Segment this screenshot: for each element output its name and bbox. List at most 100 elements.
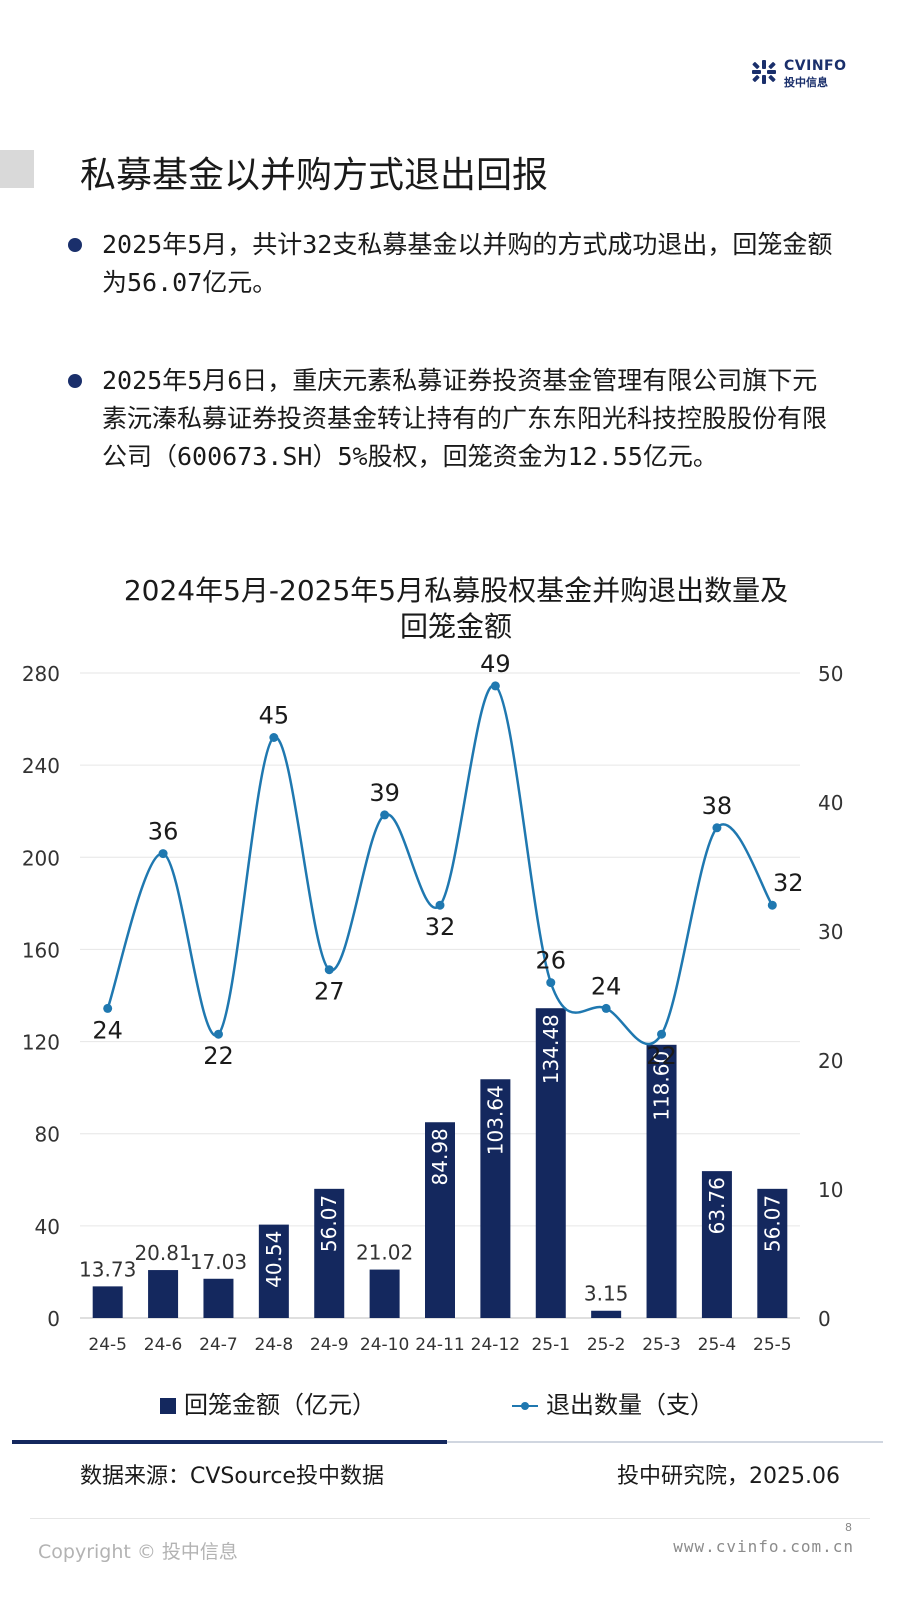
y-right-tick-label: 10 xyxy=(818,1178,843,1202)
y-right-tick-label: 20 xyxy=(818,1049,843,1073)
line-data-label: 32 xyxy=(773,869,804,897)
y-left-tick-label: 240 xyxy=(22,754,60,778)
bar-data-label: 56.07 xyxy=(760,1195,784,1252)
logo-text-bottom: 投中信息 xyxy=(784,76,828,89)
y-left-tick-label: 80 xyxy=(35,1123,60,1147)
bar xyxy=(591,1310,622,1318)
line-point xyxy=(657,1029,667,1039)
bar-data-label: 103.64 xyxy=(483,1085,507,1155)
legend-label-bar: 回笼金额（亿元） xyxy=(184,1391,376,1419)
footer-divider xyxy=(30,1518,870,1519)
bar xyxy=(203,1278,234,1318)
bar xyxy=(480,1079,511,1318)
x-tick-label: 25-5 xyxy=(753,1335,792,1350)
bullet-dot-icon xyxy=(68,238,82,252)
x-tick-label: 25-3 xyxy=(642,1335,681,1350)
bar xyxy=(425,1122,455,1318)
line-point xyxy=(158,849,168,859)
brand-logo: CVINFO 投中信息 xyxy=(750,56,870,90)
x-axis: 24-5 24-6 24-7 24-8 24-9 24-10 24-11 24-12 25-1 2… xyxy=(88,1335,792,1355)
line-point xyxy=(380,810,390,820)
line-point xyxy=(601,1003,611,1013)
line-data-label: 39 xyxy=(369,779,400,807)
x-tick-label: 25-1 xyxy=(531,1335,570,1350)
bar-data-label: 63.76 xyxy=(705,1177,729,1234)
x-tick-label: 24-11 xyxy=(415,1335,464,1350)
bar xyxy=(646,1044,677,1318)
line-point xyxy=(324,965,334,975)
x-tick-label: 24-10 xyxy=(360,1335,409,1350)
line-data-label: 22 xyxy=(203,1042,234,1070)
page-title: 私募基金以并购方式退出回报 xyxy=(80,155,549,196)
line-data-label: 24 xyxy=(92,1016,123,1044)
bar-data-label: 40.54 xyxy=(262,1231,286,1288)
x-tick-label: 24-6 xyxy=(144,1335,183,1350)
y-axis-left: 0 40 80 120 160 200 240 280 xyxy=(22,662,60,1331)
y-left-tick-label: 0 xyxy=(47,1307,60,1331)
bar-data-label: 134.48 xyxy=(539,1014,563,1084)
bar-data-label: 118.60 xyxy=(650,1051,674,1121)
line-data-label: 38 xyxy=(702,792,733,820)
line-point xyxy=(767,900,777,910)
bullet-dot-icon xyxy=(68,374,82,388)
x-tick-label: 24-8 xyxy=(255,1335,294,1350)
line-point xyxy=(712,823,722,833)
x-tick-label: 25-4 xyxy=(698,1335,737,1350)
y-right-tick-label: 40 xyxy=(818,791,843,815)
bar xyxy=(314,1188,345,1318)
line-data-label: 22 xyxy=(646,1042,677,1070)
y-axis-right: 0 10 20 30 40 50 xyxy=(818,662,843,1331)
bar-data-label: 84.98 xyxy=(428,1128,452,1185)
line-data-label: 49 xyxy=(480,650,511,678)
logo-text-top: CVINFO xyxy=(784,58,847,74)
website-link[interactable]: www.cvinfo.com.cn xyxy=(673,1537,854,1556)
line-data-label: 26 xyxy=(535,947,566,975)
bar xyxy=(535,1008,566,1318)
bar xyxy=(369,1269,400,1318)
line-point xyxy=(269,733,279,742)
chart-title-line: 2024年5月-2025年5月私募股权基金并购退出数量及 xyxy=(124,574,788,607)
bar-data-label: 20.81 xyxy=(134,1241,191,1265)
chart-title-line: 回笼金额 xyxy=(400,610,512,643)
bar-data-label: 13.73 xyxy=(79,1257,136,1281)
x-tick-label: 25-2 xyxy=(587,1335,626,1350)
y-right-tick-label: 0 xyxy=(818,1307,831,1331)
bullet-text-1: 2025年5月，共计32支私募基金以并购的方式成功退出，回笼金额为56.07亿元… xyxy=(102,230,833,297)
bullet-text-2: 2025年5月6日，重庆元素私募证券投资基金管理有限公司旗下元素沅溱私募证券投资… xyxy=(102,366,828,471)
y-left-tick-label: 160 xyxy=(22,938,60,962)
bar xyxy=(148,1270,179,1318)
line-point xyxy=(103,1003,113,1013)
x-tick-label: 24-5 xyxy=(88,1335,127,1350)
line-point xyxy=(213,1029,223,1039)
line-path xyxy=(106,684,774,1046)
y-left-tick-label: 200 xyxy=(22,846,60,870)
x-tick-label: 24-9 xyxy=(310,1335,349,1350)
line-point xyxy=(435,900,445,910)
bar-series xyxy=(92,1008,788,1318)
x-tick-label: 24-7 xyxy=(199,1335,238,1350)
divider-dark xyxy=(12,1440,447,1444)
line-legend-swatch-icon xyxy=(512,1398,538,1414)
legend-item-bar: 回笼金额（亿元） xyxy=(160,1385,376,1420)
y-right-tick-label: 50 xyxy=(818,662,843,686)
line-series: 24 36 22 45 27 39 32 49 26 24 22 38 32 xyxy=(92,650,803,1070)
line-data-label: 27 xyxy=(314,978,345,1006)
line-point xyxy=(546,978,556,988)
legend-label-line: 退出数量（支） xyxy=(546,1391,714,1419)
y-left-tick-label: 40 xyxy=(35,1215,60,1239)
bar xyxy=(258,1224,289,1318)
line-data-label: 32 xyxy=(425,913,456,941)
bar xyxy=(92,1286,123,1318)
line-data-label: 36 xyxy=(148,818,179,846)
bar-data-label: 21.02 xyxy=(356,1241,413,1265)
y-left-tick-label: 120 xyxy=(22,1031,60,1055)
legend-item-line: 退出数量（支） xyxy=(512,1385,714,1420)
title-accent-block xyxy=(0,150,34,188)
line-data-label: 45 xyxy=(259,702,290,730)
line-point xyxy=(490,681,500,691)
data-source: 数据来源：CVSource投中数据 xyxy=(80,1464,384,1489)
bar xyxy=(701,1171,732,1318)
